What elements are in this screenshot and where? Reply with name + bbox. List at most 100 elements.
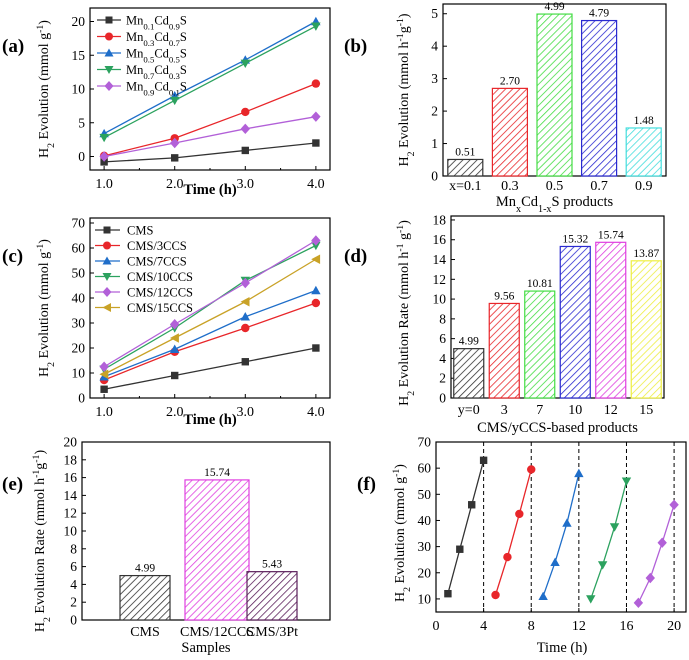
panel-a-series-line <box>103 25 317 139</box>
panel-d-bar <box>488 302 520 399</box>
panel-d-category-label: 15 <box>639 403 653 418</box>
panel-d-category-label: 3 <box>501 403 508 418</box>
panel-f-frame <box>435 441 687 613</box>
panel-b-category-label: 0.9 <box>635 179 653 194</box>
panel-e-category-label: CMS/12CCS <box>180 625 254 640</box>
panel-e-bar <box>184 479 250 621</box>
panel-c-data-point <box>311 254 321 264</box>
panel-a-data-point <box>240 59 250 69</box>
panel-a-legend-marker <box>104 48 114 57</box>
panel-c-series-line <box>103 302 317 381</box>
panel-c-legend-entry: CMS/10CCS <box>127 270 193 284</box>
panel-c-data-point <box>170 319 180 330</box>
panel-a-legend-entry: Mn0.1Cd0.9S <box>126 14 187 32</box>
panel-b-value-label: 1.48 <box>634 115 654 127</box>
panel-f-xtick-label: 8 <box>528 619 535 634</box>
panel-d-category-label: 7 <box>536 403 543 418</box>
panel-d-ytick-label: 0 <box>439 391 446 406</box>
panel-c-series-line <box>103 258 317 375</box>
panel-a-data-point <box>99 151 109 162</box>
panel-f-data-point <box>491 590 500 600</box>
panel-b-category-label: 0.7 <box>590 179 608 194</box>
panel-c-data-point <box>311 235 321 246</box>
panel-f-data-point <box>444 589 452 598</box>
panel-c-ytick-label: 60 <box>72 241 86 256</box>
panel-a-data-point <box>240 123 250 135</box>
panel-d-value-label: 15.32 <box>562 233 588 245</box>
panel-c-ytick-label: 30 <box>72 316 86 331</box>
panel-a-series-line <box>103 20 317 135</box>
panel-f-xtick-label: 0 <box>433 619 440 634</box>
panel-e-value-label: 15.74 <box>204 467 230 479</box>
panel-f-series-line <box>637 504 675 604</box>
panel-c-xtick-label: 4.0 <box>307 405 325 420</box>
panel-d-ytick-label: 6 <box>439 331 446 346</box>
panel-c-ylabel: H2 Evolution (mmol g-1) <box>35 239 57 377</box>
panel-a-xtick-label: 2.0 <box>166 177 184 192</box>
panel-e-ytick-label: 8 <box>70 541 77 556</box>
panel-c-ytick-label: 50 <box>72 266 86 281</box>
panel-f-data-point <box>503 552 512 562</box>
panel-a-legend-marker <box>104 81 114 91</box>
panel-b-category-label: 0.5 <box>546 179 564 194</box>
panel-a-ytick-label: 15 <box>72 48 86 63</box>
panel-c-data-point <box>170 344 180 353</box>
panel-d-ytick-label: 18 <box>433 212 447 227</box>
panel-e-value-label: 5.43 <box>262 559 282 571</box>
panel-e-value-label: 4.99 <box>135 563 155 575</box>
panel-e-xlabel: Samples <box>181 640 230 656</box>
panel-a-data-point <box>241 146 249 155</box>
panel-b-label: (b) <box>344 36 367 57</box>
panel-f-data-point <box>550 557 560 567</box>
panel-d-ytick-label: 8 <box>439 311 446 326</box>
panel-f-xtick-label: 16 <box>619 619 633 634</box>
panel-f-data-point <box>538 591 548 601</box>
panel-d-ytick-label: 14 <box>433 252 447 267</box>
panel-c-data-point <box>100 385 108 393</box>
panel-e-ytick-label: 18 <box>64 452 78 467</box>
panel-b-bar <box>447 158 484 177</box>
panel-a-data-point <box>99 133 109 143</box>
panel-b-ytick-label: 2 <box>431 104 438 119</box>
panel-a-data-point <box>170 96 180 106</box>
panel-c-data-point <box>171 371 179 380</box>
panel-c-legend-marker <box>102 256 112 265</box>
panel-c-legend-entry: CMS/3CCS <box>127 239 187 253</box>
panel-f-ytick-label: 30 <box>418 539 432 554</box>
panel-f-xtick-label: 12 <box>572 619 586 634</box>
panel-b-ytick-label: 0 <box>431 169 438 184</box>
panel-f-series-line <box>590 481 628 600</box>
panel-c-legend-marker <box>103 241 111 250</box>
panel-b-ytick-label: 4 <box>431 39 438 54</box>
panel-a-legend-entry: Mn0.5Cd0.5S <box>126 47 187 65</box>
panel-e-ytick-label: 10 <box>64 524 78 539</box>
panel-e-ytick-label: 4 <box>70 577 77 592</box>
panel-c-ytick-label: 0 <box>78 391 85 406</box>
panel-d-bar <box>630 260 662 399</box>
panel-c-legend-entry: CMS <box>127 224 153 238</box>
panel-b-bar <box>580 19 618 177</box>
panel-a-series-line <box>103 116 316 158</box>
panel-a-legend-entry: Mn0.9Cd0.1S <box>126 80 187 98</box>
panel-c-xtick-label: 2.0 <box>166 405 184 420</box>
panel-d-bar <box>595 241 627 399</box>
panel-f-series-line <box>494 469 532 596</box>
panel-a-data-point <box>241 107 250 117</box>
panel-a-series-line <box>104 142 316 163</box>
panel-f-data-point <box>669 499 679 510</box>
panel-c-data-point <box>311 285 321 295</box>
panel-a-data-point <box>171 154 179 162</box>
panel-c-legend-marker <box>102 287 112 297</box>
panel-f-data-point <box>657 537 667 548</box>
panel-c-xtick-label: 1.0 <box>95 405 113 420</box>
panel-c-data-point <box>170 333 179 343</box>
panel-d-value-label: 10.81 <box>527 278 553 290</box>
panel-f-xtick-label: 20 <box>667 619 681 634</box>
panel-c-legend-entry: CMS/7CCS <box>127 255 187 269</box>
panel-a-xtick-label: 4.0 <box>307 177 325 192</box>
panel-a-legend-marker <box>105 32 113 41</box>
panel-b-ytick-label: 5 <box>431 6 438 21</box>
panel-b-category-label: x=0.1 <box>449 179 481 194</box>
panel-e-ytick-label: 16 <box>64 470 78 485</box>
